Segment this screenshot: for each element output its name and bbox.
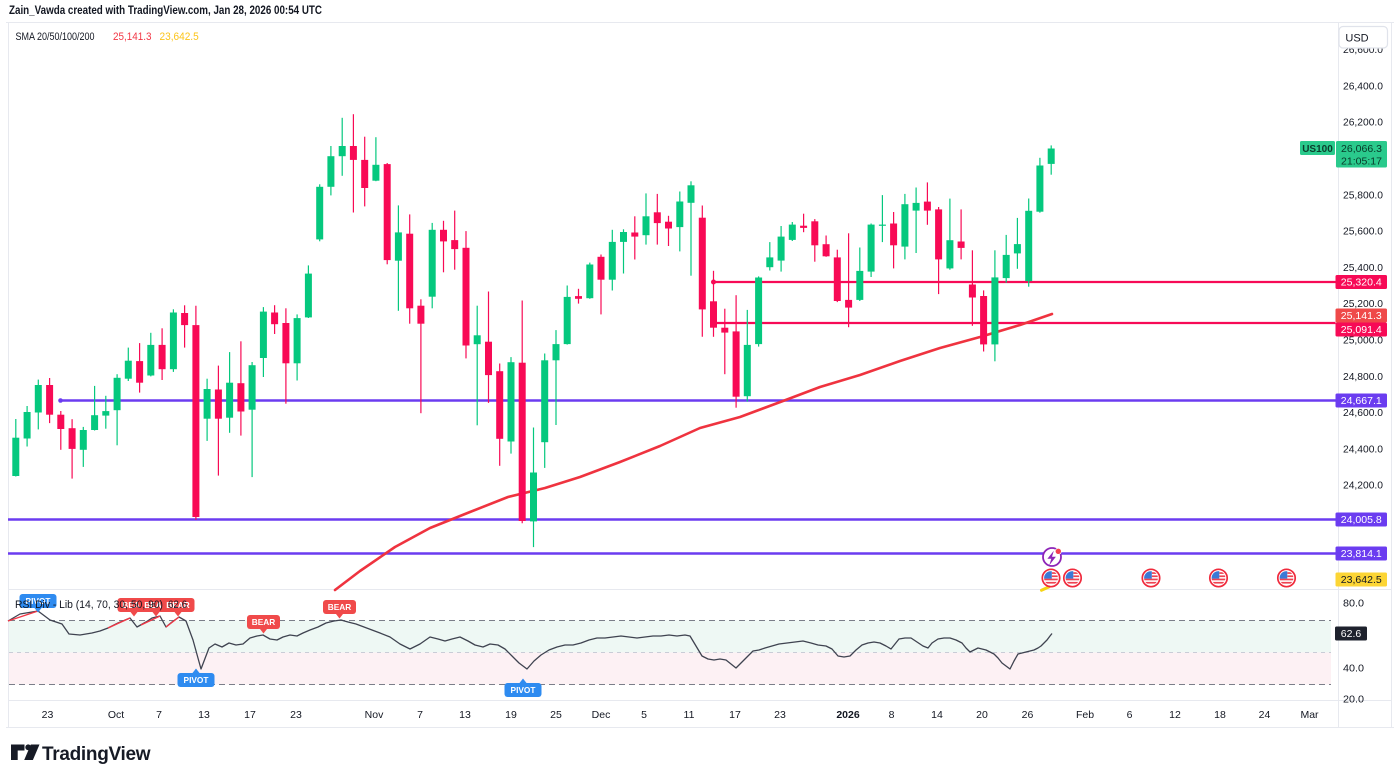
svg-text:TradingView: TradingView [42, 744, 151, 765]
svg-text:23: 23 [774, 709, 786, 721]
svg-text:26,200.0: 26,200.0 [1343, 117, 1383, 129]
svg-text:PIVOT: PIVOT [26, 596, 51, 606]
svg-text:62.6: 62.6 [168, 599, 187, 611]
svg-text:62.6: 62.6 [1341, 628, 1362, 640]
svg-text:24,400.0: 24,400.0 [1343, 443, 1383, 455]
svg-text:24: 24 [1259, 709, 1271, 721]
svg-text:25,320.4: 25,320.4 [1341, 277, 1382, 289]
svg-text:25,000.0: 25,000.0 [1343, 335, 1383, 347]
svg-text:Mar: Mar [1300, 709, 1319, 721]
svg-text:Zain_Vawda created with Tradin: Zain_Vawda created with TradingView.com,… [9, 5, 322, 17]
svg-text:23: 23 [290, 709, 302, 721]
svg-text:26: 26 [1022, 709, 1034, 721]
svg-text:11: 11 [684, 709, 695, 721]
svg-text:17: 17 [729, 709, 741, 721]
svg-text:6: 6 [1127, 709, 1133, 721]
svg-text:BEAR: BEAR [144, 600, 168, 610]
svg-text:PIVOT: PIVOT [184, 675, 209, 685]
svg-text:23,642.5: 23,642.5 [1341, 574, 1382, 586]
svg-text:5: 5 [641, 709, 647, 721]
svg-text:25,200.0: 25,200.0 [1343, 298, 1383, 310]
svg-text:26,400.0: 26,400.0 [1343, 80, 1383, 92]
svg-text:US100: US100 [1302, 144, 1333, 155]
svg-text:SMA 20/50/100/200: SMA 20/50/100/200 [16, 31, 95, 43]
svg-text:7: 7 [156, 709, 162, 721]
svg-text:24,667.1: 24,667.1 [1341, 395, 1382, 407]
svg-text:BEAR: BEAR [252, 617, 276, 627]
svg-text:25,091.4: 25,091.4 [1341, 324, 1382, 336]
svg-text:Nov: Nov [365, 709, 384, 721]
svg-text:23,814.1: 23,814.1 [1341, 548, 1382, 560]
svg-text:80.0: 80.0 [1343, 598, 1364, 610]
svg-text:PIVOT: PIVOT [511, 685, 536, 695]
svg-text:18: 18 [1214, 709, 1226, 721]
svg-text:12: 12 [1169, 709, 1181, 721]
svg-text:BEAR: BEAR [328, 602, 352, 612]
svg-text:24,600.0: 24,600.0 [1343, 407, 1383, 419]
svg-text:Dec: Dec [592, 709, 611, 721]
svg-text:25,400.0: 25,400.0 [1343, 262, 1383, 274]
svg-text:25: 25 [550, 709, 562, 721]
svg-text:13: 13 [459, 709, 471, 721]
svg-text:Feb: Feb [1076, 709, 1094, 721]
svg-text:25,800.0: 25,800.0 [1343, 189, 1383, 201]
svg-text:23,642.5: 23,642.5 [160, 31, 199, 43]
svg-text:RSI Div - Lib (14, 70, 30, 50,: RSI Div - Lib (14, 70, 30, 50, 90) [15, 599, 163, 611]
svg-text:2026: 2026 [836, 709, 860, 721]
svg-text:24,200.0: 24,200.0 [1343, 480, 1383, 492]
svg-text:Oct: Oct [108, 709, 124, 721]
svg-text:BEAR: BEAR [122, 600, 146, 610]
svg-text:24,800.0: 24,800.0 [1343, 371, 1383, 383]
svg-text:7: 7 [417, 709, 423, 721]
svg-text:USD: USD [1345, 32, 1368, 44]
svg-text:25,141.3: 25,141.3 [113, 31, 152, 43]
svg-text:17: 17 [244, 709, 256, 721]
svg-text:25,141.3: 25,141.3 [1341, 310, 1382, 322]
svg-text:25,600.0: 25,600.0 [1343, 226, 1383, 238]
svg-text:19: 19 [505, 709, 517, 721]
svg-text:23: 23 [42, 709, 54, 721]
svg-text:20: 20 [976, 709, 988, 721]
svg-text:8: 8 [889, 709, 895, 721]
svg-text:13: 13 [198, 709, 210, 721]
svg-text:24,005.8: 24,005.8 [1341, 514, 1382, 526]
svg-text:14: 14 [931, 709, 943, 721]
svg-text:20.0: 20.0 [1343, 694, 1364, 706]
svg-text:26,066.3: 26,066.3 [1341, 143, 1382, 155]
svg-text:40.0: 40.0 [1343, 663, 1364, 675]
svg-text:BEAR: BEAR [166, 600, 190, 610]
svg-text:21:05:17: 21:05:17 [1341, 156, 1382, 168]
